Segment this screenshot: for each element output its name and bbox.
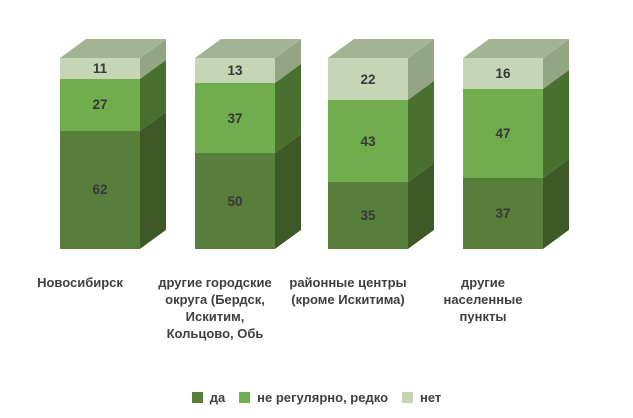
- category-label-4: другие населенные пункты: [443, 275, 523, 324]
- side-segment-da: [275, 134, 301, 249]
- front-segment-nereg: 27: [60, 79, 140, 131]
- value-label: 13: [227, 62, 243, 78]
- category-label-3: районные центры (кроме Искитима): [289, 275, 407, 307]
- bar-front-face: 13 37 50: [195, 58, 275, 249]
- category-label-1: Новосибирск: [37, 275, 123, 290]
- bar-front-face: 11 27 62: [60, 58, 140, 249]
- front-segment-da: 35: [328, 182, 408, 249]
- front-segment-da: 50: [195, 153, 275, 249]
- side-segment-da: [140, 111, 166, 249]
- front-segment-net: 22: [328, 58, 408, 101]
- bar-side-face: [543, 38, 569, 249]
- legend-label-da: да: [209, 389, 226, 405]
- legend: да не регулярно, редко нет: [0, 388, 633, 406]
- value-label: 11: [92, 61, 108, 76]
- bar-front-face: 16 47 37: [463, 58, 543, 249]
- legend-swatch-net: [402, 391, 414, 403]
- value-label: 50: [227, 193, 243, 209]
- category-label-2: другие городские округа (Бердск, Искитим…: [158, 275, 272, 341]
- front-segment-net: 16: [463, 58, 543, 89]
- front-segment-da: 37: [463, 178, 543, 249]
- bar-group-3: 22 43 35: [328, 38, 435, 249]
- front-segment-nereg: 37: [195, 82, 275, 154]
- bar-front-face: 22 43 35: [328, 58, 408, 249]
- value-label: 35: [360, 208, 376, 224]
- legend-swatch-nereg: [239, 391, 251, 403]
- value-label: 47: [495, 125, 511, 141]
- legend-item-da: да: [191, 389, 226, 405]
- front-segment-net: 13: [195, 58, 275, 83]
- bar-group-1: 11 27 62: [60, 38, 167, 249]
- bar-side-face: [275, 38, 301, 249]
- bar-side-face: [140, 38, 166, 249]
- bar-group-2: 13 37 50: [195, 38, 302, 249]
- legend-swatch-da: [191, 391, 203, 403]
- value-label: 62: [92, 182, 108, 198]
- legend-label-nereg: не регулярно, редко: [257, 389, 389, 405]
- bar-group-4: 16 47 37: [463, 38, 570, 249]
- legend-item-net: нет: [402, 390, 441, 405]
- value-label: 37: [495, 206, 511, 222]
- bar-side-face: [408, 38, 434, 249]
- value-label: 22: [360, 71, 376, 87]
- front-segment-nereg: 43: [328, 100, 408, 183]
- front-segment-net: 11: [60, 58, 140, 79]
- legend-label-net: нет: [420, 389, 442, 405]
- front-segment-nereg: 47: [463, 88, 543, 179]
- legend-item-nereg: не регулярно, редко: [239, 390, 388, 405]
- front-segment-da: 62: [60, 130, 140, 249]
- value-label: 37: [227, 110, 243, 126]
- value-label: 16: [495, 65, 511, 81]
- value-label: 43: [360, 133, 376, 149]
- value-label: 27: [92, 97, 108, 113]
